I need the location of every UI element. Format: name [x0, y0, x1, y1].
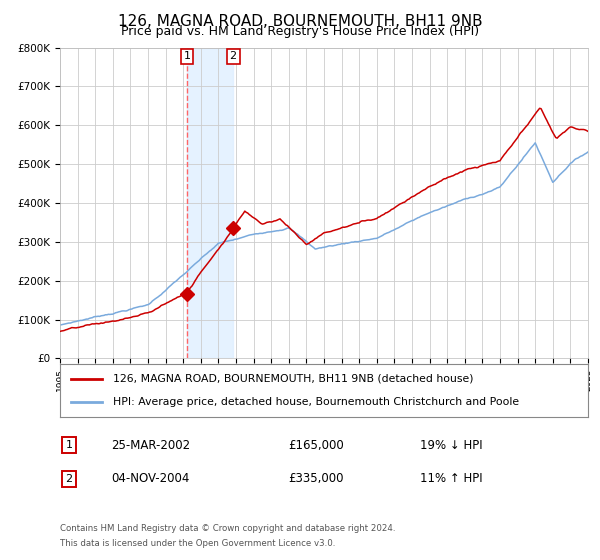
Text: 11% ↑ HPI: 11% ↑ HPI: [420, 472, 482, 486]
Bar: [187, 48, 233, 358]
Text: HPI: Average price, detached house, Bournemouth Christchurch and Poole: HPI: Average price, detached house, Bour…: [113, 397, 519, 407]
Text: Price paid vs. HM Land Registry's House Price Index (HPI): Price paid vs. HM Land Registry's House …: [121, 25, 479, 38]
Text: 19% ↓ HPI: 19% ↓ HPI: [420, 438, 482, 452]
Text: 04-NOV-2004: 04-NOV-2004: [111, 472, 190, 486]
Text: 126, MAGNA ROAD, BOURNEMOUTH, BH11 9NB (detached house): 126, MAGNA ROAD, BOURNEMOUTH, BH11 9NB (…: [113, 374, 473, 384]
Text: 25-MAR-2002: 25-MAR-2002: [111, 438, 190, 452]
Text: 1: 1: [184, 52, 191, 62]
Text: £165,000: £165,000: [288, 438, 344, 452]
Text: 126, MAGNA ROAD, BOURNEMOUTH, BH11 9NB: 126, MAGNA ROAD, BOURNEMOUTH, BH11 9NB: [118, 14, 482, 29]
Text: 1: 1: [65, 440, 73, 450]
Text: 2: 2: [230, 52, 237, 62]
Text: This data is licensed under the Open Government Licence v3.0.: This data is licensed under the Open Gov…: [60, 539, 335, 548]
Text: Contains HM Land Registry data © Crown copyright and database right 2024.: Contains HM Land Registry data © Crown c…: [60, 524, 395, 533]
Text: £335,000: £335,000: [288, 472, 343, 486]
Text: 2: 2: [65, 474, 73, 484]
